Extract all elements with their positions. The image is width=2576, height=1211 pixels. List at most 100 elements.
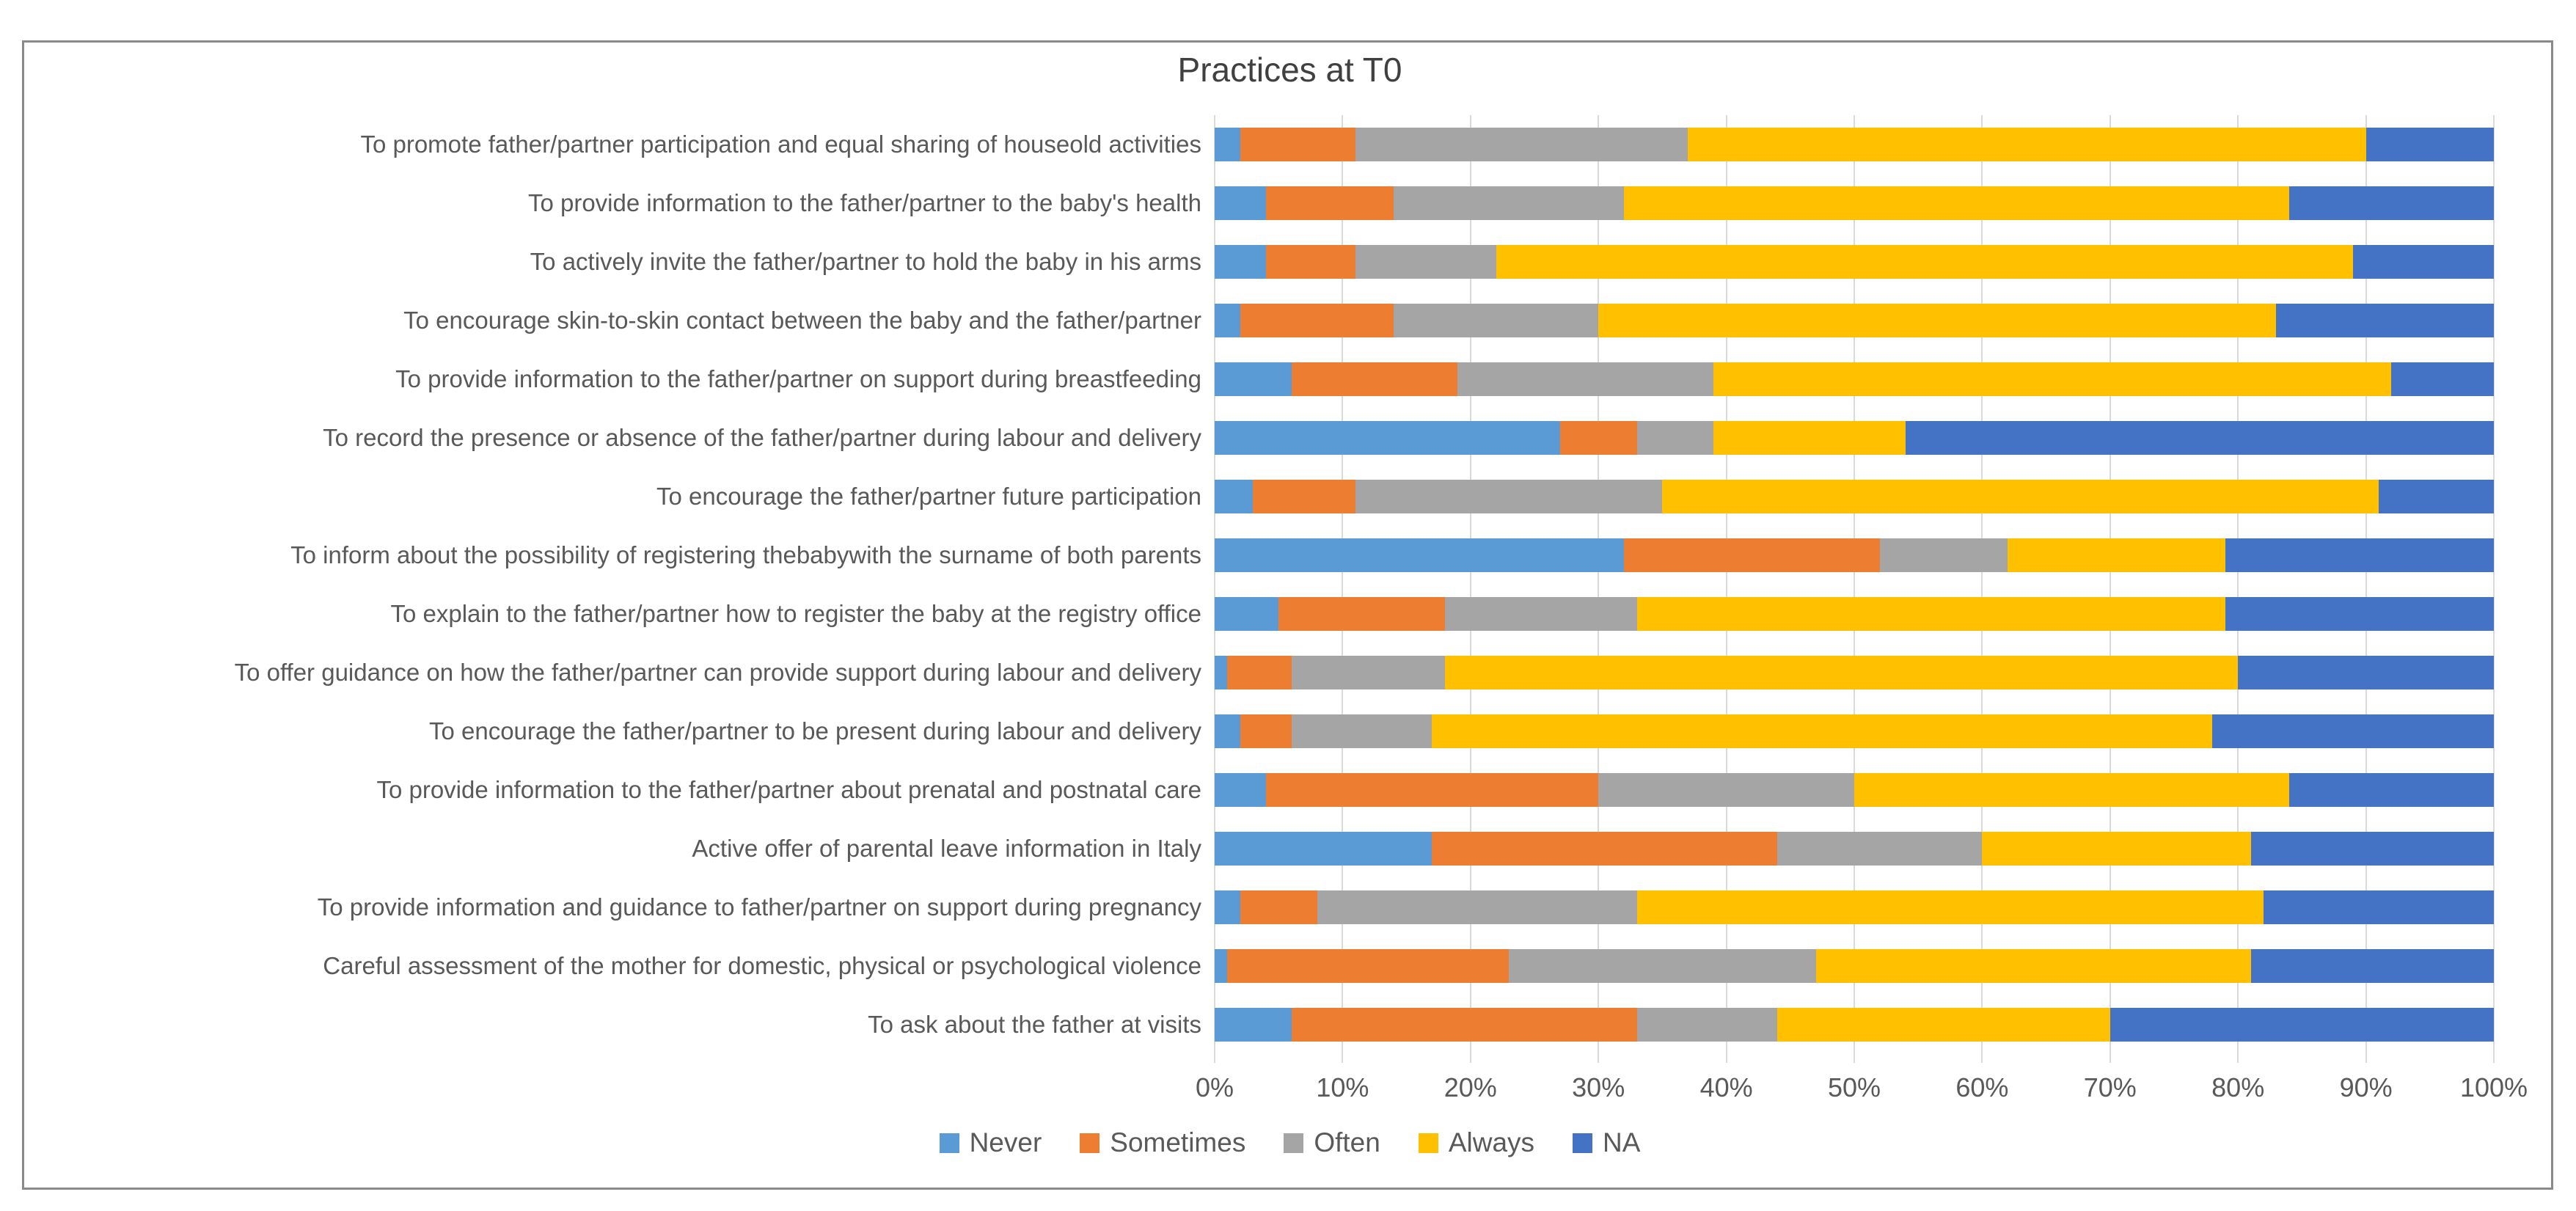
bar-segment-na [2288,773,2494,807]
bar-row [1215,115,2494,174]
bar-segment-always [1662,480,2379,513]
legend-item-na: NA [1573,1127,1640,1158]
legend-item-always: Always [1418,1127,1535,1158]
bar-segment-na [2110,1008,2494,1042]
bar-segment-sometimes [1291,362,1458,396]
bar-segment-often [1394,186,1625,220]
bar-segment-na [2276,304,2494,337]
category-label: To provide information to the father/par… [395,365,1201,392]
bar-row [1215,233,2494,291]
category-label: To inform about the possibility of regis… [290,541,1201,568]
bar-segment-always [1815,949,2251,983]
gridline [1598,115,1600,1063]
bar-segment-often [1636,421,1714,455]
bar-segment-never [1215,538,1625,572]
bar-segment-na [2379,480,2494,513]
category-label: To provide information and guidance to f… [317,893,1201,921]
bar-segment-na [2225,597,2494,631]
bar-segment-sometimes [1240,304,1394,337]
bar-row [1215,174,2494,233]
bar-segment-often [1636,1008,1778,1042]
legend-label: Always [1448,1127,1535,1157]
bar-segment-never [1215,362,1292,396]
bar-segment-often [1509,949,1816,983]
bar-segment-always [1624,186,2289,220]
bar-segment-often [1457,362,1714,396]
x-tick-label: 80% [2211,1072,2265,1102]
bar-segment-never [1215,245,1266,279]
bar-segment-always [1496,245,2354,279]
bar-segment-often [1444,597,1637,631]
bar-segment-never [1215,890,1240,924]
legend-label: Never [969,1127,1042,1157]
bar-row [1215,819,2494,878]
x-tick-label: 100% [2459,1072,2528,1102]
bar-segment-na [2250,949,2494,983]
stacked-bar [1215,1008,2494,1042]
stacked-bar [1215,480,2494,513]
category-label: To record the presence or absence of the… [323,424,1201,451]
bar-row [1215,350,2494,409]
bar-segment-often [1777,832,1983,866]
legend-label: NA [1603,1127,1641,1157]
bar-row [1215,585,2494,643]
bar-segment-sometimes [1240,714,1292,748]
bar-segment-never [1215,480,1254,513]
bar-row [1215,409,2494,467]
bar-segment-sometimes [1278,597,1445,631]
legend-label: Sometimes [1110,1127,1246,1157]
bar-segment-never [1215,949,1228,983]
bar-row [1215,643,2494,702]
stacked-bar [1215,949,2494,983]
gridline [1725,115,1727,1063]
bar-segment-always [1982,832,2251,866]
category-label: Active offer of parental leave informati… [692,835,1201,862]
bar-row [1215,291,2494,350]
bar-segment-often [1317,890,1637,924]
category-label: To encourage the father/partner future p… [656,483,1201,510]
x-tick-label: 50% [1827,1072,1881,1102]
bar-segment-always [1713,421,1906,455]
chart-title: Practices at T0 [1177,51,1402,89]
category-label: To encourage the father/partner to be pr… [428,717,1201,744]
stacked-bar [1215,890,2494,924]
stacked-bar [1215,362,2494,396]
bar-segment-often [1355,245,1496,279]
bar-row [1215,995,2494,1054]
bar-row [1215,467,2494,526]
bar-segment-na [2353,245,2494,279]
bar-segment-always [2008,538,2225,572]
legend-item-often: Often [1284,1127,1380,1158]
bar-segment-never [1215,128,1240,161]
stacked-bar [1215,245,2494,279]
bar-segment-sometimes [1624,538,1880,572]
bar-segment-always [1713,362,2392,396]
x-tick-label: 10% [1316,1072,1369,1102]
stacked-bar [1215,304,2494,337]
bar-segment-na [2212,714,2494,748]
bar-segment-always [1688,128,2366,161]
bar-segment-sometimes [1240,128,1355,161]
bar-segment-always [1598,304,2277,337]
legend-label: Often [1314,1127,1380,1157]
gridline [2365,115,2367,1063]
gridlines [1214,115,2495,1063]
bar-row [1215,878,2494,937]
bar-segment-sometimes [1559,421,1637,455]
category-label: To explain to the father/partner how to … [390,600,1201,627]
category-label: To actively invite the father/partner to… [530,248,1201,275]
gridline [1214,115,1215,1063]
legend-item-never: Never [939,1127,1042,1158]
x-tick-label: 70% [2083,1072,2137,1102]
bar-segment-never [1215,186,1266,220]
bar-segment-never [1215,1008,1292,1042]
plot-area [1214,115,2495,1063]
x-tick-label: 90% [2339,1072,2393,1102]
bar-segment-never [1215,832,1432,866]
bar-segment-na [2225,538,2494,572]
bar-segment-na [1905,421,2494,455]
bar-segment-often [1355,480,1663,513]
gridline [1854,115,1855,1063]
bar-segment-sometimes [1253,480,1355,513]
bar-segment-never [1215,304,1240,337]
